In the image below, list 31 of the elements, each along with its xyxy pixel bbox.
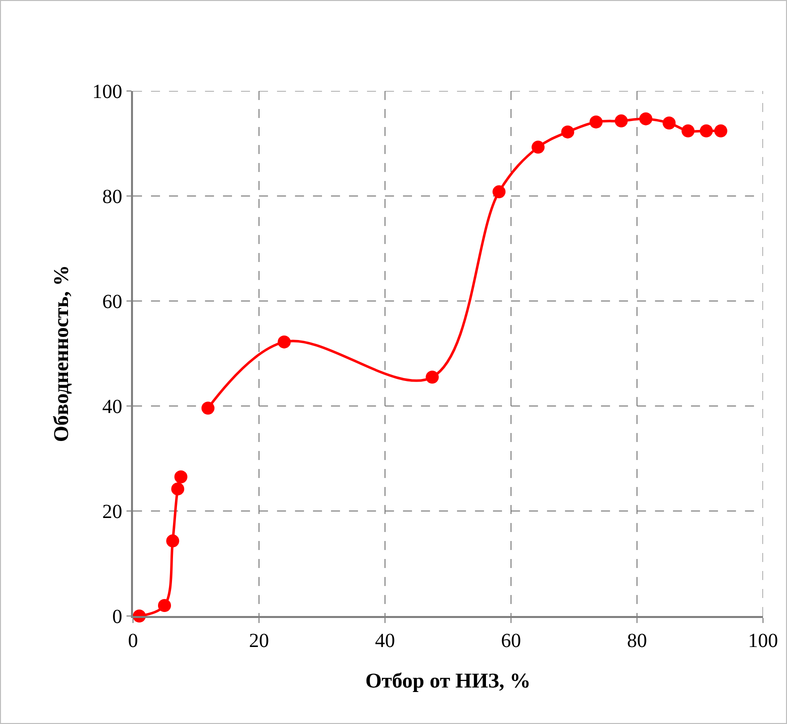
x-tick-label: 20 — [249, 630, 269, 652]
y-tick-label: 40 — [102, 396, 122, 418]
x-axis-title: Отбор от НИЗ, % — [365, 668, 531, 692]
point — [492, 185, 506, 198]
point — [700, 124, 713, 138]
point — [682, 124, 695, 138]
x-tick-label: 0 — [128, 630, 138, 652]
y-tick-label: 20 — [102, 501, 122, 523]
point — [561, 125, 574, 138]
y-tick-label: 80 — [102, 186, 122, 208]
point — [532, 140, 545, 154]
point — [166, 534, 180, 548]
point — [714, 124, 728, 138]
x-tick-label: 100 — [748, 630, 778, 652]
y-tick-label: 0 — [112, 606, 122, 628]
point — [426, 370, 439, 384]
point — [614, 114, 628, 128]
y-axis-title: Обводненность, % — [48, 265, 73, 442]
y-tick-label: 60 — [102, 291, 122, 313]
point — [662, 116, 676, 130]
point — [590, 115, 603, 128]
x-tick-label: 80 — [627, 630, 647, 652]
point — [201, 402, 214, 415]
x-tick-label: 40 — [375, 630, 395, 652]
point — [639, 112, 652, 126]
point — [171, 482, 184, 496]
y-tick-label: 100 — [92, 81, 122, 103]
point — [278, 335, 291, 348]
point — [158, 599, 171, 612]
x-tick-label: 60 — [501, 630, 521, 652]
point — [174, 470, 188, 484]
